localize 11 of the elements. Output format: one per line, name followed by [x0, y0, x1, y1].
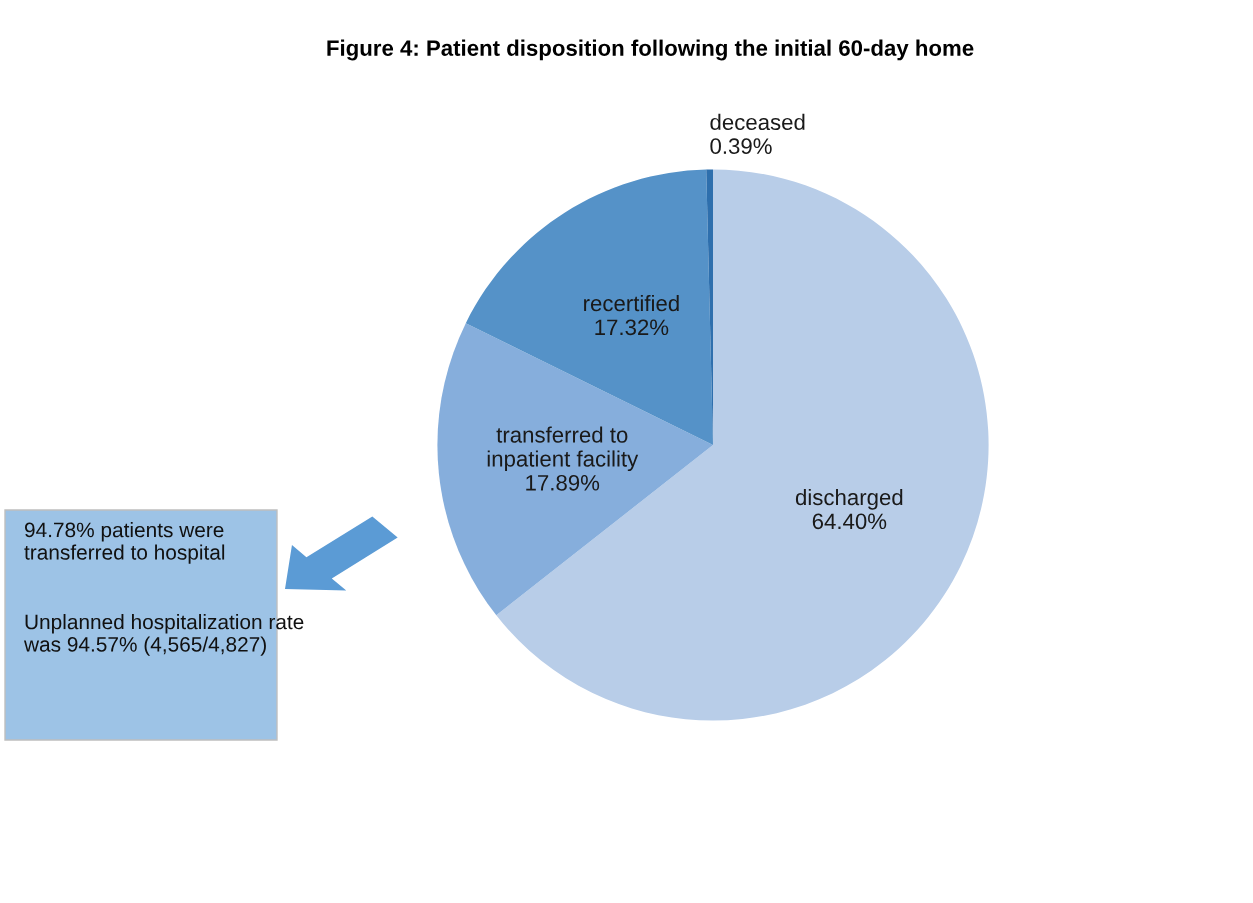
slice-label: deceased [710, 113, 805, 131]
data-label: 17.32% [595, 319, 669, 336]
data-label: 17.89% [526, 474, 600, 491]
text: 94.78% patients were transferred to hospital [24, 522, 225, 564]
chart-title: Figure 4: Patient disposition following the initial 60-day home [327, 39, 974, 61]
text: Unplanned hospitalization rate was 94.57% (4,565/4,827) [23, 614, 304, 656]
data-label: 0.39% [710, 138, 772, 155]
slice-label: recertified [584, 294, 679, 312]
slice-label: transferred to inpatient facility [487, 426, 639, 472]
slice-label: discharged [795, 488, 903, 510]
data-label: 64.40% [812, 513, 887, 530]
